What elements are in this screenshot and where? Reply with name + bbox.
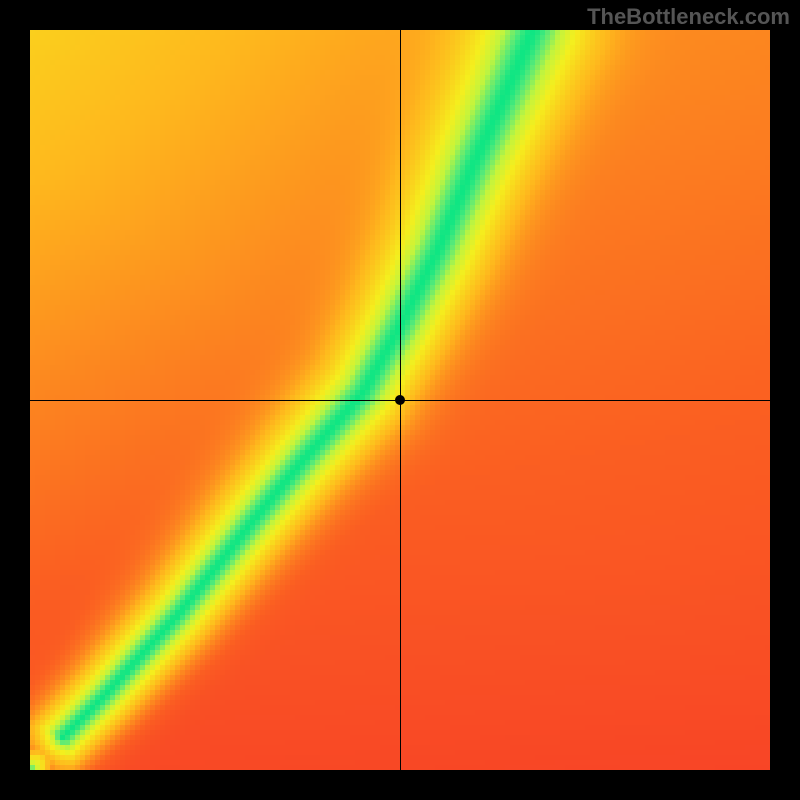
plot-area xyxy=(30,30,770,770)
watermark-text: TheBottleneck.com xyxy=(587,4,790,30)
marker-point xyxy=(395,395,405,405)
